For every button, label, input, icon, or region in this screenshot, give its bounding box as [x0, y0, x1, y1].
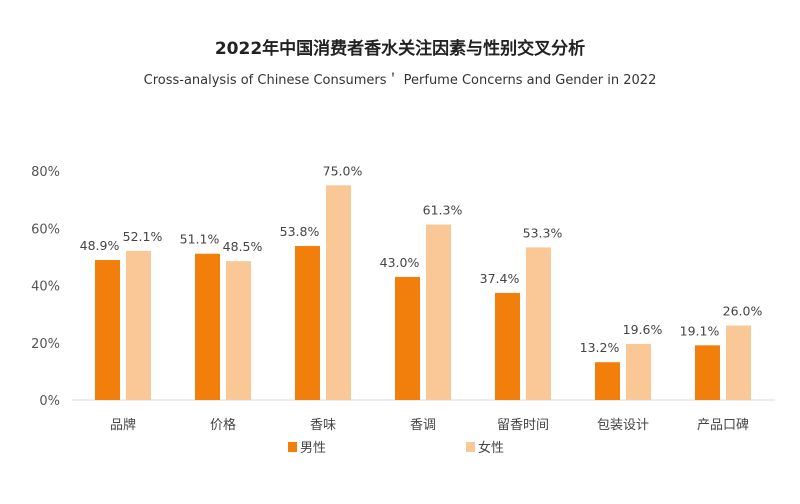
- y-tick-label: 40%: [31, 280, 60, 295]
- y-tick-label: 60%: [31, 222, 60, 237]
- bar-male: [495, 292, 520, 400]
- bar-female: [126, 250, 151, 400]
- chart-title: 2022年中国消费者香水关注因素与性别交叉分析: [215, 38, 585, 59]
- y-tick-label: 80%: [31, 165, 60, 180]
- bar-male: [95, 260, 120, 400]
- legend-swatch-female: [466, 442, 475, 452]
- bar-male: [595, 362, 620, 400]
- bar-male: [695, 345, 720, 400]
- bar-male: [295, 245, 320, 400]
- data-label: 19.1%: [680, 323, 720, 338]
- data-label: 51.1%: [180, 232, 220, 247]
- data-label: 61.3%: [423, 203, 463, 218]
- data-label: 48.9%: [80, 238, 120, 253]
- x-tick-label: 产品口碑: [697, 417, 749, 433]
- data-label: 48.5%: [223, 239, 263, 254]
- data-label: 19.6%: [623, 322, 663, 337]
- x-tick-label: 留香时间: [497, 418, 549, 433]
- data-label: 37.4%: [480, 271, 520, 286]
- legend-label: 女性: [478, 440, 504, 456]
- x-tick-label: 香味: [310, 418, 336, 433]
- x-tick-label: 品牌: [110, 417, 136, 433]
- data-label: 53.8%: [280, 224, 320, 239]
- chart-subtitle: Cross-analysis of Chinese Consumers＇ Per…: [144, 72, 657, 88]
- y-tick-label: 0%: [39, 394, 60, 409]
- y-tick-label: 20%: [31, 337, 60, 352]
- x-tick-label: 包装设计: [597, 418, 649, 433]
- data-label: 13.2%: [580, 340, 620, 355]
- x-tick-label: 价格: [210, 417, 236, 433]
- bar-female: [526, 247, 551, 400]
- bar-female: [626, 343, 651, 400]
- data-label: 43.0%: [380, 255, 420, 270]
- bar-male: [195, 253, 220, 400]
- x-tick-label: 香调: [410, 418, 436, 433]
- bar-female: [726, 325, 751, 400]
- data-label: 52.1%: [123, 229, 163, 244]
- bar-male: [395, 276, 420, 400]
- bar-female: [326, 185, 351, 400]
- data-label: 53.3%: [523, 225, 563, 240]
- bar-female: [426, 224, 451, 400]
- data-label: 26.0%: [723, 304, 763, 319]
- legend-swatch-male: [288, 442, 297, 452]
- legend-label: 男性: [300, 441, 326, 456]
- data-label: 75.0%: [323, 163, 363, 178]
- bar-female: [226, 261, 251, 400]
